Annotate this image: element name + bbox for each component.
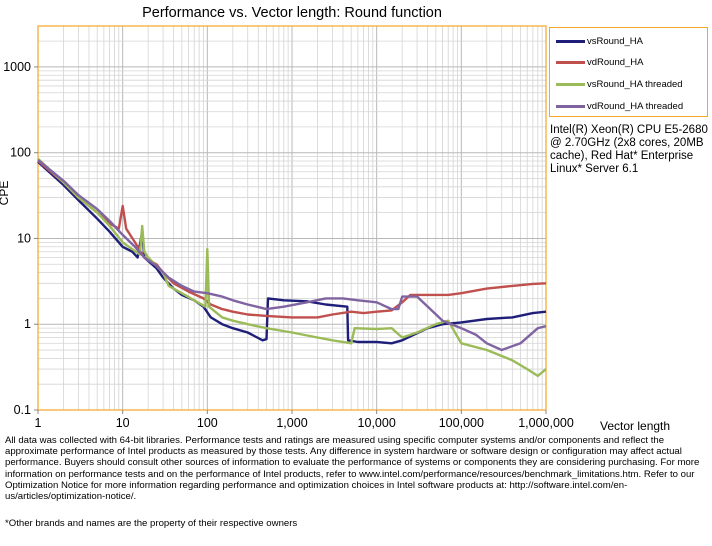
legend-item-vsround: vsRound_HA [556, 34, 643, 48]
cpu-note: Intel(R) Xeon(R) CPU E5-2680 @ 2.70GHz (… [550, 124, 708, 175]
legend-label: vsRound_HA threaded [587, 78, 683, 90]
x-tick-label: 1,000 [276, 416, 307, 430]
disclaimer: All data was collected with 64-bit libra… [5, 435, 700, 503]
x-tick-label: 1 [35, 416, 42, 430]
series-lines [37, 157, 547, 378]
y-tick-label: 10 [17, 231, 31, 245]
y-tick-label: 1 [24, 317, 31, 331]
legend-label: vdRound_HA [587, 56, 644, 68]
legend-label: vsRound_HA [587, 35, 643, 47]
x-tick-label: 10,000 [358, 416, 396, 430]
legend-swatch [556, 104, 585, 108]
legend: vsRound_HA vdRound_HA vsRound_HA threade… [549, 27, 708, 117]
legend-item-vdround-threaded: vdRound_HA threaded [556, 99, 683, 113]
grid [38, 26, 546, 410]
y-axis-label: CPE [0, 181, 11, 206]
legend-item-vsround-threaded: vsRound_HA threaded [556, 77, 683, 91]
legend-swatch [556, 82, 585, 86]
y-tick-label: 0.1 [14, 403, 31, 417]
x-tick-label: 1,000,000 [518, 416, 574, 430]
legend-swatch [556, 60, 585, 64]
legend-item-vdround: vdRound_HA [556, 55, 644, 69]
series-line-vdround-ha [37, 160, 547, 319]
axes: 1 10 100 1,000 10,000 100,000 1,000,000 0.1 1 10 1… [0, 25, 670, 433]
series-line-vdround-ha-threaded [37, 159, 547, 352]
chart-title: Performance vs. Vector length: Round fun… [142, 5, 442, 21]
footnote: *Other brands and names are the property… [5, 518, 298, 529]
x-tick-label: 100 [197, 416, 218, 430]
x-tick-label: 10 [116, 416, 130, 430]
x-tick-label: 100,000 [439, 416, 484, 430]
legend-swatch [556, 39, 585, 43]
x-axis-label: Vector length [600, 419, 670, 433]
y-tick-label: 1000 [3, 60, 31, 74]
y-tick-label: 100 [10, 146, 31, 160]
legend-label: vdRound_HA threaded [587, 100, 684, 112]
